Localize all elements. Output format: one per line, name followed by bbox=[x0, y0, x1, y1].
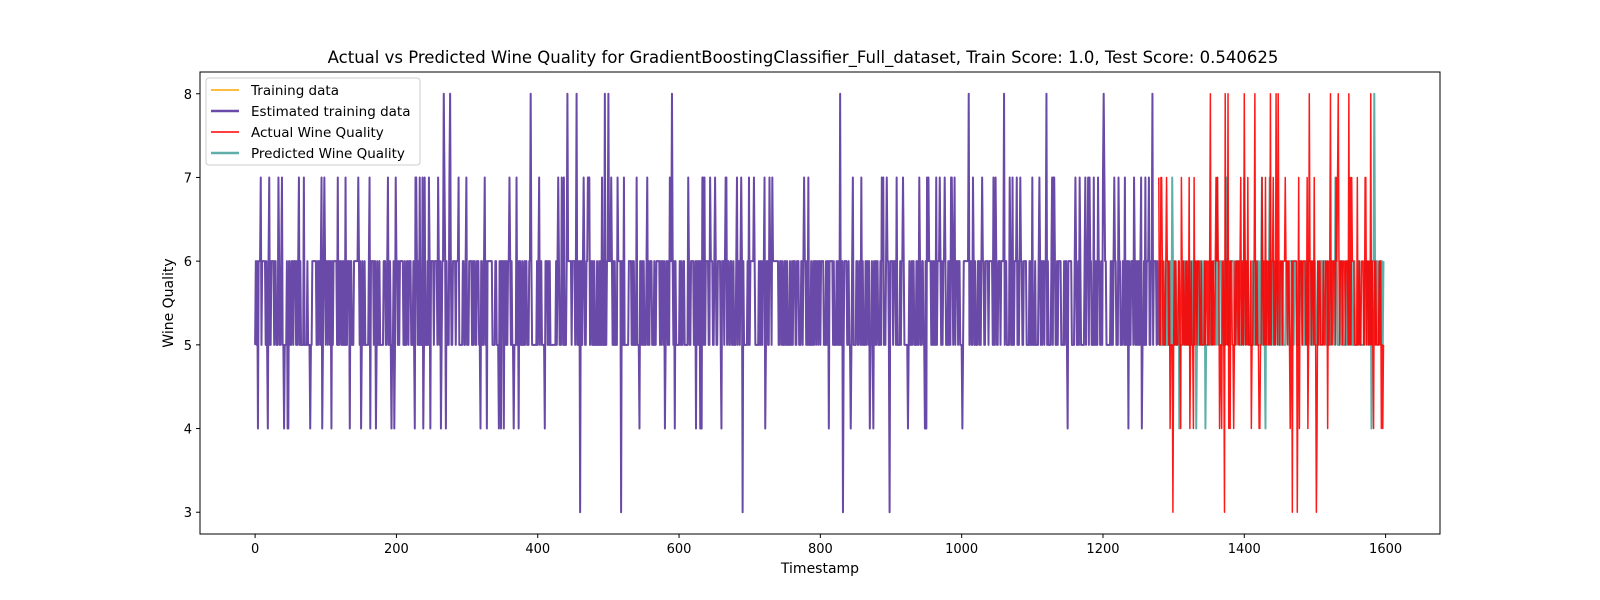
y-tick-label: 8 bbox=[184, 88, 192, 103]
legend: Training data Estimated training data Actu… bbox=[205, 77, 421, 166]
plot-series bbox=[254, 92, 1385, 514]
x-tick-label: 1400 bbox=[1228, 542, 1261, 557]
x-tick-label: 0 bbox=[251, 542, 259, 557]
x-axis-ticks: 0 200 400 600 800 1000 1200 1400 1600 bbox=[251, 534, 1402, 557]
x-tick-label: 1600 bbox=[1369, 542, 1402, 557]
series-estimated-training-line bbox=[254, 92, 1160, 514]
y-tick-label: 5 bbox=[184, 339, 192, 354]
y-tick-label: 6 bbox=[184, 255, 192, 270]
series-actual-quality-line bbox=[1158, 93, 1385, 513]
y-tick-label: 7 bbox=[184, 171, 192, 186]
x-tick-label: 200 bbox=[384, 542, 409, 557]
x-axis-label: Timestamp bbox=[780, 561, 859, 577]
x-tick-label: 1000 bbox=[945, 542, 978, 557]
legend-label: Training data bbox=[250, 83, 339, 99]
y-axis-ticks: 3 4 5 6 7 8 bbox=[184, 88, 200, 521]
x-tick-label: 800 bbox=[808, 542, 833, 557]
legend-item-actual-quality: Actual Wine Quality bbox=[211, 125, 384, 141]
x-tick-label: 600 bbox=[667, 542, 692, 557]
x-tick-label: 1200 bbox=[1086, 542, 1119, 557]
chart-title: Actual vs Predicted Wine Quality for Gra… bbox=[328, 48, 1279, 68]
y-axis-label: Wine Quality bbox=[161, 258, 177, 347]
legend-label: Actual Wine Quality bbox=[251, 125, 384, 141]
legend-label: Predicted Wine Quality bbox=[251, 146, 405, 162]
legend-label: Estimated training data bbox=[251, 104, 411, 120]
y-tick-label: 3 bbox=[184, 506, 192, 521]
legend-box bbox=[205, 77, 421, 166]
legend-item-predicted-quality: Predicted Wine Quality bbox=[211, 146, 405, 162]
legend-item-estimated-training: Estimated training data bbox=[211, 104, 411, 120]
x-tick-label: 400 bbox=[525, 542, 550, 557]
y-tick-label: 4 bbox=[184, 423, 192, 438]
legend-item-training-data: Training data bbox=[211, 83, 339, 99]
